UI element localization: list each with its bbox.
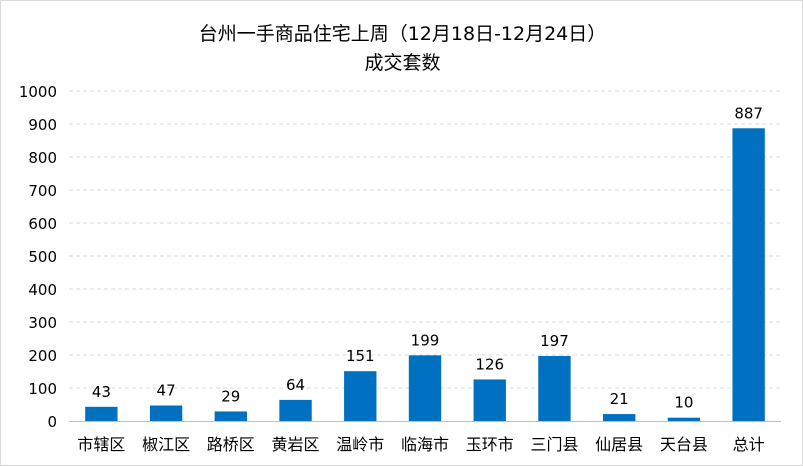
y-tick-label: 300 [28, 314, 57, 332]
bar [214, 411, 247, 421]
data-label: 197 [540, 332, 569, 350]
x-tick-label: 温岭市 [336, 435, 384, 454]
bar [149, 405, 183, 421]
y-tick-label: 0 [47, 413, 57, 431]
y-tick-label: 200 [28, 347, 57, 365]
data-label: 126 [475, 355, 504, 373]
x-tick-label: 三门县 [530, 435, 578, 454]
bar [667, 417, 701, 421]
bar [732, 128, 765, 421]
data-label: 151 [346, 347, 375, 365]
y-tick-label: 1000 [19, 83, 57, 101]
x-tick-label: 总计 [733, 435, 765, 454]
data-label: 64 [286, 376, 305, 394]
x-tick-label: 仙居县 [595, 435, 643, 454]
x-tick-label: 黄岩区 [272, 435, 320, 454]
bar [408, 355, 442, 421]
y-tick-label: 400 [28, 281, 57, 299]
x-tick-label: 玉环市 [466, 435, 514, 454]
data-label: 10 [674, 394, 693, 412]
data-label: 29 [221, 387, 240, 405]
bar [344, 371, 377, 421]
bar [279, 399, 312, 421]
y-tick-label: 600 [28, 215, 57, 233]
x-tick-label: 天台县 [660, 435, 708, 454]
x-tick-label: 路桥区 [207, 435, 255, 454]
x-tick-label: 临海市 [401, 435, 449, 454]
data-label: 47 [157, 381, 176, 399]
bar [538, 355, 571, 421]
data-label: 199 [411, 331, 440, 349]
y-tick-label: 500 [28, 248, 57, 266]
bar [603, 414, 636, 421]
chart-title: 台州一手商品住宅上周（12月18日-12月24日） [198, 23, 607, 45]
data-label: 43 [92, 383, 111, 401]
y-tick-label: 900 [28, 116, 57, 134]
y-tick-label: 800 [28, 149, 57, 167]
y-tick-label: 700 [28, 182, 57, 200]
y-tick-label: 100 [28, 380, 57, 398]
data-label: 21 [610, 390, 629, 408]
x-tick-label: 市辖区 [77, 435, 125, 454]
data-label: 887 [734, 104, 763, 122]
chart-subtitle: 成交套数 [364, 52, 441, 74]
x-tick-label: 椒江区 [142, 435, 190, 454]
bar [85, 406, 118, 421]
bar [473, 379, 506, 421]
